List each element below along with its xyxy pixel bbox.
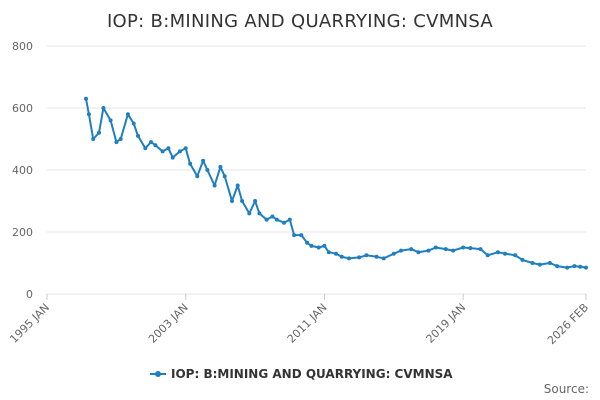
data-point[interactable]	[212, 183, 217, 188]
data-point[interactable]	[305, 240, 310, 245]
data-point[interactable]	[143, 146, 148, 151]
data-point[interactable]	[108, 118, 113, 123]
data-point[interactable]	[257, 211, 262, 216]
data-point[interactable]	[357, 255, 362, 260]
data-point[interactable]	[326, 250, 331, 255]
data-point[interactable]	[153, 143, 158, 148]
y-tick-label: 0	[26, 288, 33, 301]
series-line	[85, 98, 587, 269]
data-point[interactable]	[503, 251, 508, 256]
data-point[interactable]	[183, 146, 188, 151]
data-point[interactable]	[520, 257, 525, 262]
data-point[interactable]	[451, 248, 456, 253]
x-tick-label: 1995 JAN	[7, 301, 52, 346]
data-point[interactable]	[334, 251, 338, 256]
data-point[interactable]	[131, 121, 136, 126]
data-point[interactable]	[461, 245, 466, 250]
data-point[interactable]	[485, 253, 490, 258]
data-point[interactable]	[530, 261, 535, 265]
gridlines	[47, 45, 586, 295]
chart-title: IOP: B:MINING AND QUARRYING: CVMNSA	[107, 11, 493, 32]
data-point[interactable]	[114, 140, 119, 145]
data-point[interactable]	[495, 250, 500, 255]
data-point[interactable]	[170, 155, 175, 160]
data-point[interactable]	[316, 245, 321, 250]
data-point[interactable]	[149, 140, 153, 145]
data-point[interactable]	[572, 264, 577, 269]
data-point[interactable]	[478, 247, 483, 252]
data-point[interactable]	[97, 130, 101, 135]
legend[interactable]: IOP: B:MINING AND QUARRYING: CVMNSA	[150, 367, 453, 381]
data-point[interactable]	[513, 253, 518, 258]
data-point[interactable]	[222, 174, 227, 179]
data-point[interactable]	[274, 217, 279, 222]
data-point[interactable]	[160, 149, 165, 154]
x-tick-label: 2003 JAN	[146, 301, 191, 346]
data-point[interactable]	[235, 183, 240, 188]
data-point[interactable]	[537, 262, 542, 267]
data-point[interactable]	[86, 112, 91, 117]
data-point[interactable]	[374, 254, 379, 259]
data-point[interactable]	[416, 250, 421, 255]
data-point[interactable]	[555, 264, 560, 269]
data-point[interactable]	[125, 112, 130, 117]
y-axis-ticks: 0 200 400 600 800	[12, 40, 33, 301]
data-point[interactable]	[299, 233, 304, 238]
data-point[interactable]	[201, 158, 206, 163]
data-point[interactable]	[381, 256, 386, 261]
y-tick-label: 400	[12, 164, 33, 177]
x-axis-ticks: 1995 JAN 2003 JAN 2011 JAN 2019 JAN 2026 FEB	[7, 294, 591, 347]
data-point[interactable]	[264, 217, 269, 222]
x-tick-label: 2011 JAN	[285, 301, 330, 346]
data-point[interactable]	[205, 168, 210, 172]
data-point[interactable]	[101, 106, 106, 110]
data-point[interactable]	[118, 137, 123, 141]
legend-swatch-marker	[155, 371, 161, 377]
data-point[interactable]	[292, 233, 297, 238]
data-point[interactable]	[282, 220, 286, 225]
data-point[interactable]	[347, 256, 351, 261]
data-point[interactable]	[565, 265, 570, 270]
data-point[interactable]	[364, 253, 369, 258]
data-point[interactable]	[166, 146, 171, 151]
x-tick-label: 2019 JAN	[424, 301, 469, 346]
data-point[interactable]	[136, 133, 140, 138]
data-point[interactable]	[443, 247, 448, 252]
data-point[interactable]	[247, 211, 252, 216]
data-point[interactable]	[218, 164, 223, 169]
data-point[interactable]	[270, 214, 275, 219]
data-point[interactable]	[253, 199, 258, 203]
data-point[interactable]	[240, 199, 245, 203]
data-point[interactable]	[399, 248, 403, 253]
y-tick-label: 600	[12, 102, 33, 115]
data-point[interactable]	[578, 264, 583, 269]
data-point[interactable]	[339, 254, 344, 259]
legend-label: IOP: B:MINING AND QUARRYING: CVMNSA	[171, 367, 453, 381]
data-point[interactable]	[409, 247, 414, 252]
x-tick-label: 2026 FEB	[545, 301, 591, 347]
source-label: Source:	[544, 382, 589, 396]
y-tick-label: 200	[12, 226, 33, 239]
y-tick-label: 800	[12, 40, 33, 53]
data-point[interactable]	[177, 149, 182, 154]
data-point[interactable]	[287, 217, 292, 222]
data-point[interactable]	[230, 199, 234, 203]
data-point[interactable]	[433, 245, 438, 250]
data-point[interactable]	[195, 174, 200, 179]
data-point[interactable]	[188, 161, 193, 166]
data-point[interactable]	[468, 246, 473, 251]
data-point[interactable]	[391, 251, 396, 256]
data-point[interactable]	[547, 261, 552, 265]
data-point[interactable]	[322, 243, 327, 248]
data-point[interactable]	[584, 265, 588, 270]
data-point[interactable]	[91, 137, 96, 141]
data-point[interactable]	[426, 248, 431, 253]
data-point[interactable]	[84, 96, 88, 101]
series-layer	[84, 96, 588, 270]
data-point[interactable]	[309, 243, 314, 248]
